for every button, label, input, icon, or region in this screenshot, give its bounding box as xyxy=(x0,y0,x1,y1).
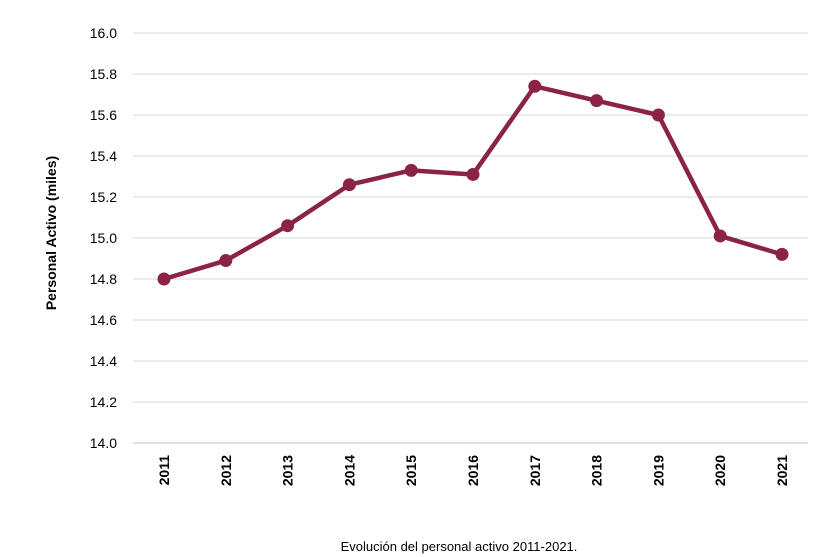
y-tick-labels: 14.0 14.2 14.4 14.6 14.8 15.0 15.2 15.4 15.6 15.8… xyxy=(90,25,117,451)
x-tick-label: 2018 xyxy=(589,455,605,486)
data-points xyxy=(157,79,789,286)
x-tick-label: 2019 xyxy=(650,455,666,486)
x-tick-label: 2017 xyxy=(527,455,543,486)
y-axis-title: Personal Activo (miles) xyxy=(43,156,59,310)
y-tick-label: 15.8 xyxy=(90,66,117,82)
y-tick-label: 14.6 xyxy=(90,312,117,328)
data-point xyxy=(219,254,233,268)
data-point xyxy=(775,247,789,261)
x-tick-label: 2021 xyxy=(774,455,790,486)
data-point xyxy=(157,272,171,286)
y-tick-label: 15.6 xyxy=(90,107,117,123)
y-tick-label: 15.0 xyxy=(90,230,117,246)
data-point xyxy=(404,163,418,177)
chart-caption: Evolución del personal activo 2011-2021. xyxy=(341,539,578,554)
data-point xyxy=(281,219,295,233)
y-tick-label: 14.0 xyxy=(90,435,117,451)
data-point xyxy=(713,229,727,243)
y-tick-label: 14.2 xyxy=(90,394,117,410)
y-tick-label: 14.4 xyxy=(90,353,117,369)
data-point xyxy=(466,167,480,181)
x-tick-label: 2015 xyxy=(403,455,419,486)
data-point xyxy=(651,108,665,122)
data-point xyxy=(342,178,356,192)
x-tick-label: 2013 xyxy=(280,455,296,486)
gridlines xyxy=(133,32,808,444)
x-tick-label: 2016 xyxy=(465,455,481,486)
y-tick-label: 14.8 xyxy=(90,271,117,287)
y-tick-label: 15.2 xyxy=(90,189,117,205)
x-tick-labels: 2011 2012 2013 2014 2015 2016 2017 2018 2019 2020… xyxy=(156,455,790,486)
y-tick-label: 15.4 xyxy=(90,148,117,164)
x-tick-label: 2014 xyxy=(341,455,357,486)
x-tick-label: 2011 xyxy=(156,455,172,486)
x-tick-label: 2020 xyxy=(712,455,728,486)
data-point xyxy=(528,79,542,93)
y-tick-label: 16.0 xyxy=(90,25,117,41)
data-point xyxy=(590,94,604,108)
x-tick-label: 2012 xyxy=(218,455,234,486)
